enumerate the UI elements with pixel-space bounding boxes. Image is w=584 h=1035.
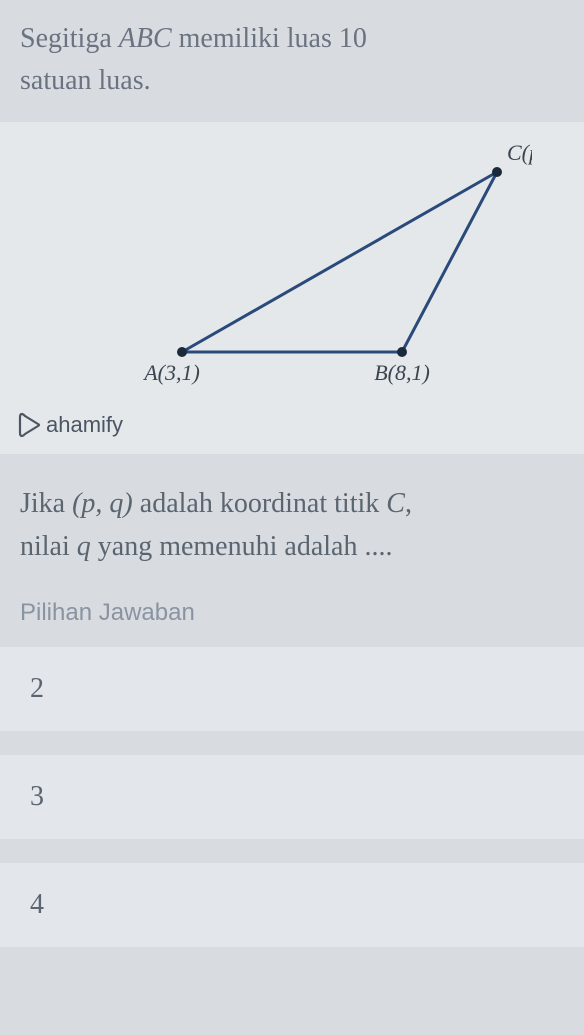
brand-label: ahamify (10, 402, 574, 444)
triangle-shape (182, 172, 497, 352)
problem-line1-post: memiliki luas (172, 23, 339, 54)
q-var-c: C (386, 488, 405, 519)
q-line1-pre: Jika (20, 488, 72, 519)
choices-heading: Pilihan Jawaban (20, 599, 564, 627)
vertex-label-c: C(p,q) (507, 142, 532, 165)
triangle-diagram: A(3,1) B(8,1) C(p,q) (52, 142, 532, 402)
q-coord: (p, q) (72, 488, 133, 519)
vertex-label-b: B(8,1) (374, 360, 430, 385)
problem-var-abc: ABC (119, 23, 172, 54)
question-text: Jika (p, q) adalah koordinat titik C, ni… (20, 482, 564, 569)
q-var-q: q (77, 531, 91, 562)
q-line1-end: , (405, 488, 412, 519)
vertex-c (492, 167, 502, 177)
q-line1-post: adalah koordinat titik (133, 488, 387, 519)
q-line2-pre: nilai (20, 531, 77, 562)
vertex-b (397, 347, 407, 357)
q-line2-post: yang memenuhi adalah .... (91, 531, 393, 562)
brand-play-icon (18, 410, 44, 440)
brand-text: ahamify (46, 412, 123, 438)
problem-line2: satuan luas. (20, 65, 151, 96)
vertex-a (177, 347, 187, 357)
diagram-container: A(3,1) B(8,1) C(p,q) ahamify (0, 122, 584, 454)
answer-choice[interactable]: 2 (0, 647, 584, 731)
vertex-label-a: A(3,1) (142, 360, 200, 385)
choices-list: 234 (20, 647, 564, 947)
problem-line1-pre: Segitiga (20, 23, 119, 54)
answer-choice[interactable]: 3 (0, 755, 584, 839)
answer-choice[interactable]: 4 (0, 863, 584, 947)
problem-statement: Segitiga ABC memiliki luas 10 satuan lua… (20, 18, 564, 102)
problem-num: 10 (339, 23, 367, 54)
